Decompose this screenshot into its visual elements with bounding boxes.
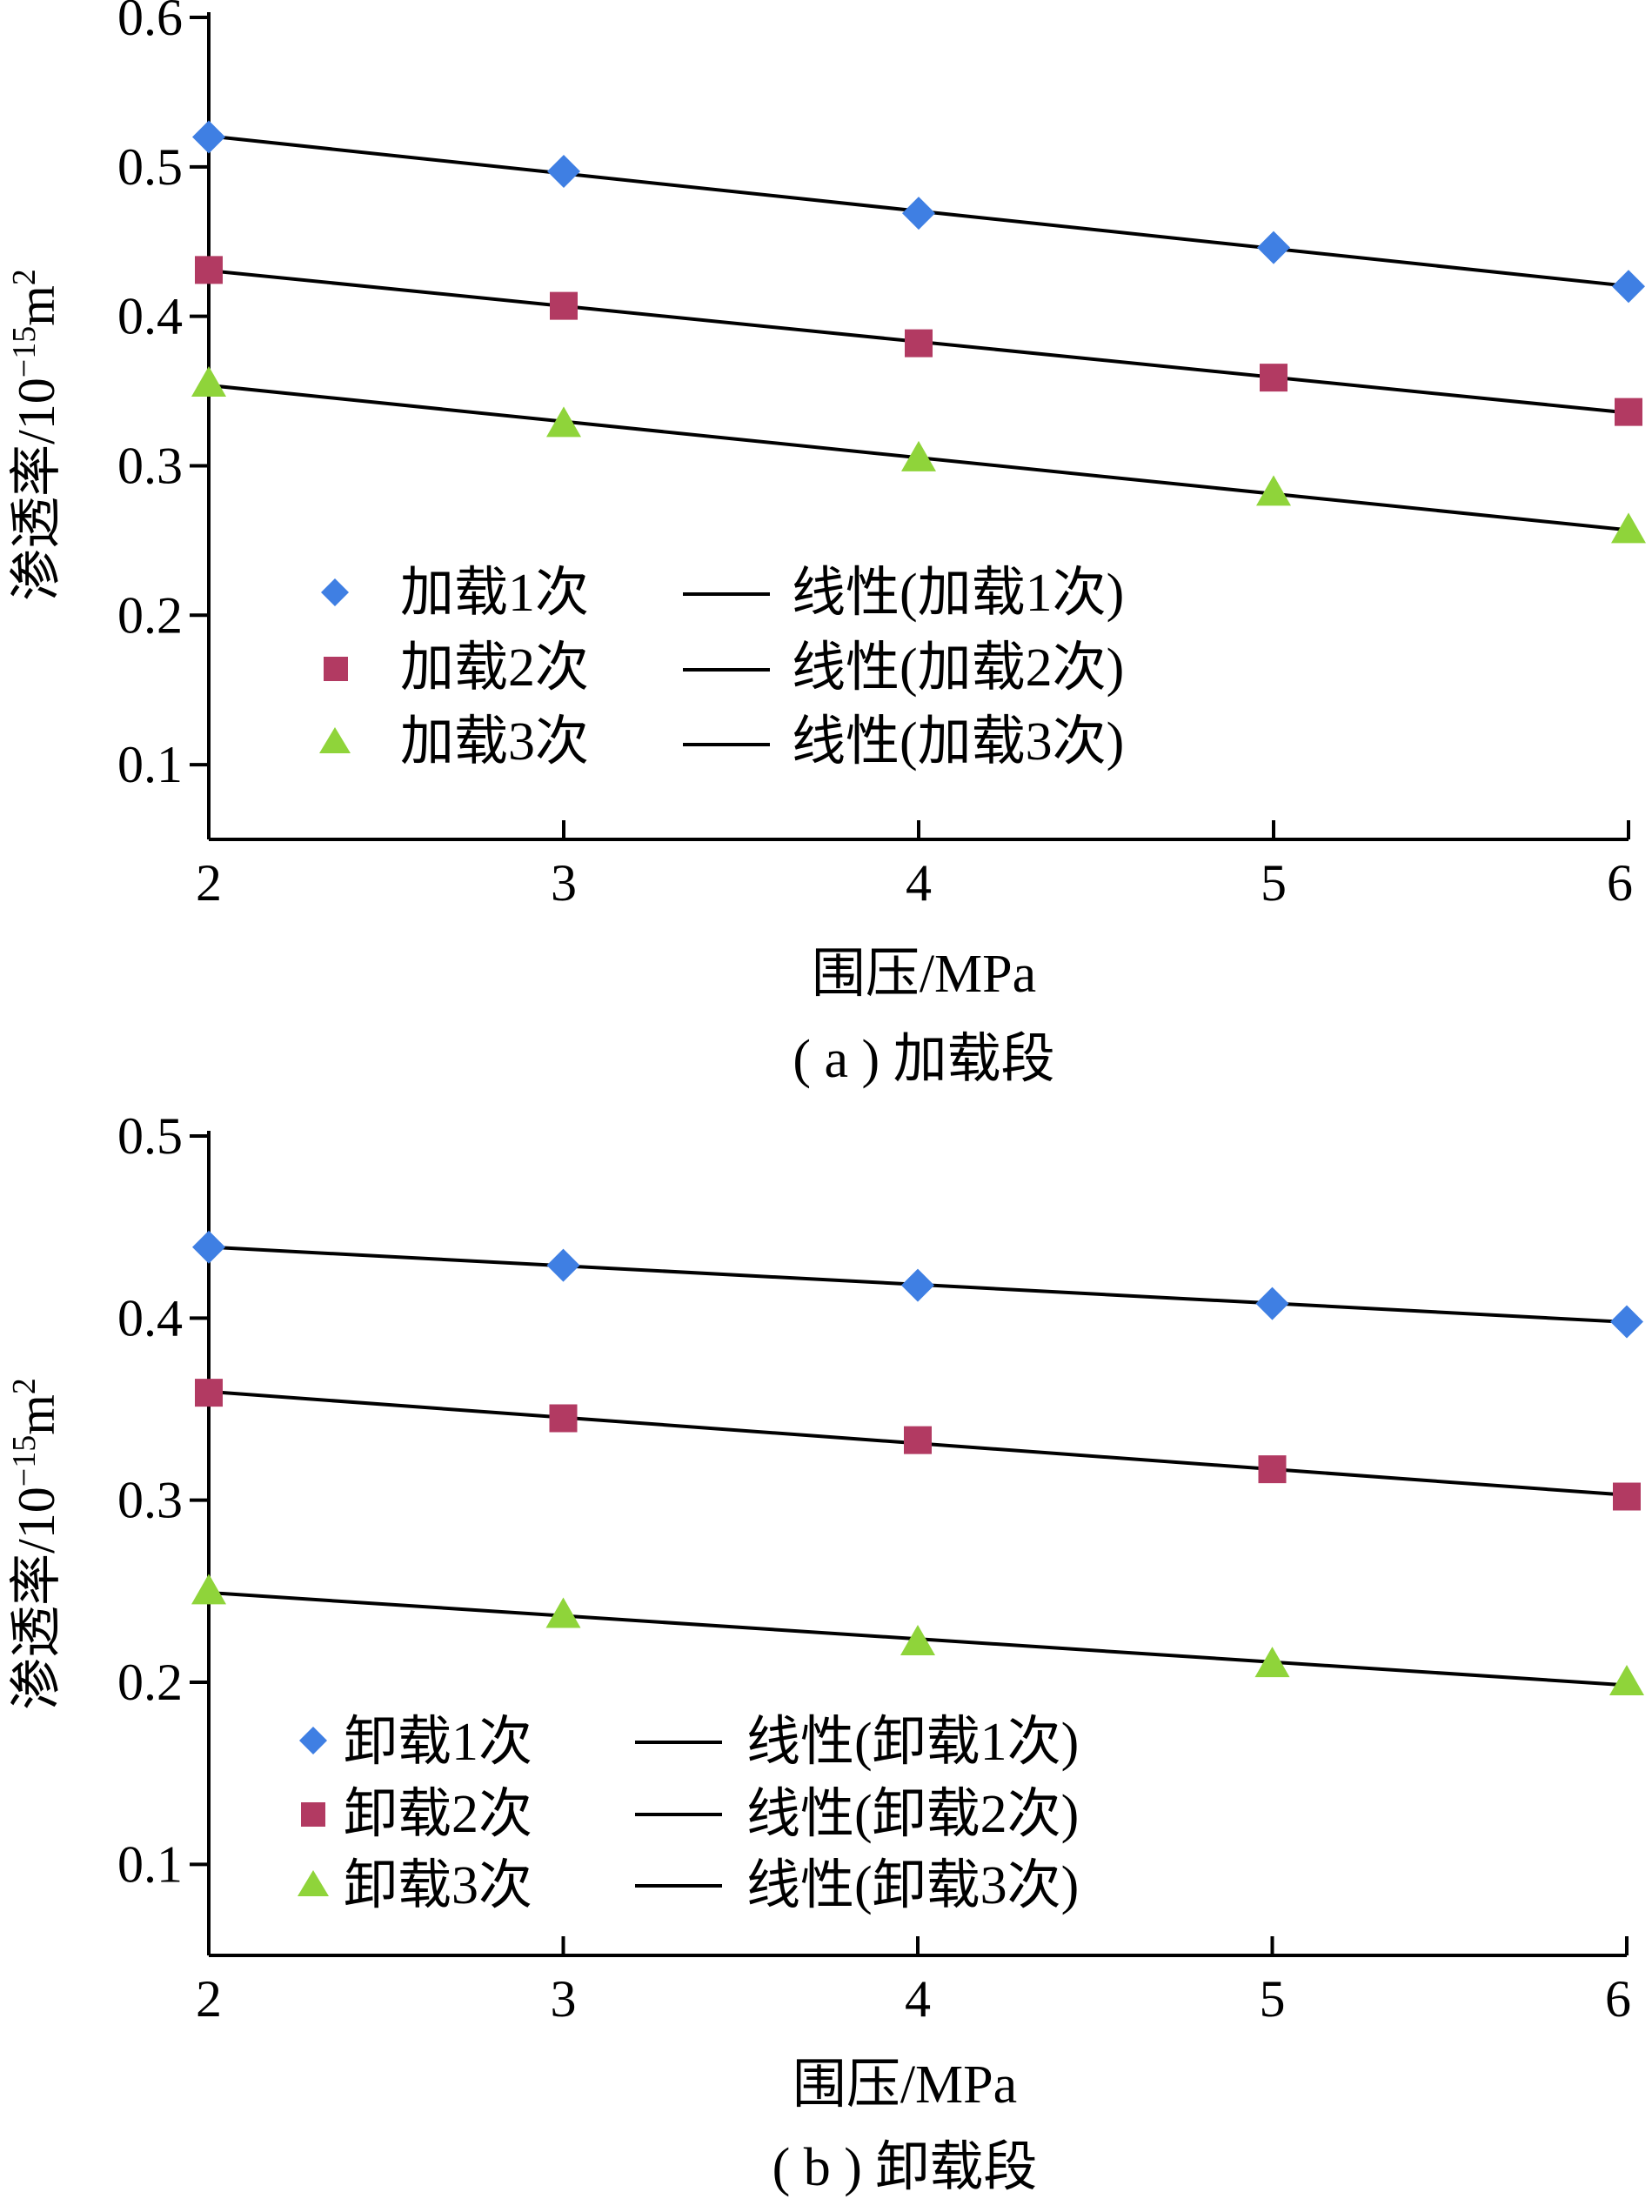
x-tick-label-a: 4: [906, 854, 932, 912]
y-tick-label-b: 0.3: [117, 1472, 183, 1529]
y-tick-label-b: 0.1: [117, 1835, 183, 1893]
data-point-series-2-a: [550, 291, 578, 320]
legend-label-series-3-b: 卸载3次: [344, 1856, 532, 1915]
x-tick-label-b: 3: [551, 1970, 577, 2028]
data-point-series-1-a: [1257, 231, 1290, 264]
legend-item-series-2-b: 卸载2次 线性(卸载2次): [301, 1785, 1079, 1844]
x-tick-label-a: 5: [1261, 854, 1287, 912]
legend-fit-label-2-b: 线性(卸载2次): [746, 1785, 1079, 1844]
legend-a: 加载1次 线性(加载1次) 加载2次 线性(加载2次) 加载3次 线性(加载3次…: [319, 564, 1124, 772]
y-tick-label-a: 0.2: [117, 586, 183, 644]
legend-fit-label-1-b: 线性(卸载1次): [746, 1713, 1079, 1772]
legend-item-series-1-a: 加载1次 线性(加载1次): [321, 564, 1124, 623]
y-tick-label-b: 0.5: [117, 1107, 183, 1165]
data-point-series-1-b: [546, 1248, 580, 1282]
y-axis-label-b: 渗透率/10−15m2: [6, 1378, 65, 1710]
legend-marker-diamond-a: [321, 578, 349, 606]
x-tick-label-a: 6: [1607, 854, 1633, 912]
data-point-series-1-a: [192, 120, 225, 154]
legend-item-series-1-b: 卸载1次 线性(卸载1次): [299, 1713, 1079, 1772]
data-point-series-3-b: [1609, 1665, 1644, 1695]
data-point-series-2-b: [1613, 1482, 1641, 1511]
x-tick-label-b: 6: [1605, 1970, 1631, 2028]
data-point-series-3-a: [546, 406, 581, 438]
legend-item-series-2-a: 加载2次 线性(加载2次): [324, 638, 1124, 698]
data-point-series-1-b: [192, 1230, 225, 1264]
legend-marker-diamond-b: [299, 1727, 327, 1754]
legend-marker-triangle-b: [298, 1870, 329, 1896]
data-point-series-3-a: [191, 365, 226, 397]
plot-area-b: 0.1 0.2 0.3 0.4 0.5 2 3 4 5 6: [117, 1107, 1644, 2028]
y-tick-label-a: 0.3: [117, 437, 183, 494]
y-tick-label-a: 0.1: [117, 736, 183, 793]
legend-label-series-1-a: 加载1次: [400, 564, 589, 623]
x-tick-label-b: 5: [1260, 1970, 1286, 2028]
data-point-series-3-a: [1611, 512, 1646, 544]
y-tick-label-a: 0.4: [117, 288, 183, 345]
x-axis-label-a: 围压/MPa: [812, 945, 1036, 1004]
x-tick-label-b: 2: [196, 1970, 222, 2028]
data-point-series-1-b: [1610, 1305, 1643, 1339]
x-tick-label-a: 2: [196, 854, 222, 912]
caption-b: ( b ) 卸载段: [772, 2138, 1038, 2197]
plot-area-a: 0.1 0.2 0.3 0.4 0.5 0.6 2 3 4 5 6: [117, 0, 1646, 912]
legend-marker-square-a: [324, 657, 348, 681]
data-point-series-1-a: [902, 197, 935, 231]
data-point-series-3-b: [900, 1624, 935, 1655]
legend-label-series-1-b: 卸载1次: [344, 1713, 532, 1772]
data-point-series-2-a: [195, 256, 223, 284]
data-point-series-2-b: [904, 1426, 932, 1454]
data-point-series-1-a: [547, 154, 580, 188]
data-point-series-3-a: [1256, 475, 1291, 506]
legend-b: 卸载1次 线性(卸载1次) 卸载2次 线性(卸载2次) 卸载3次 线性(卸载3次…: [298, 1713, 1079, 1915]
legend-fit-label-3-a: 线性(加载3次): [792, 712, 1124, 772]
legend-item-series-3-b: 卸载3次 线性(卸载3次): [298, 1856, 1079, 1915]
data-point-series-2-a: [1615, 398, 1642, 426]
legend-marker-square-b: [301, 1802, 325, 1827]
data-point-series-2-a: [905, 329, 933, 358]
y-tick-label-a: 0.5: [117, 138, 183, 196]
chart-panel-b: 0.10.20.30.40.52 3 4 5 6 渗透率/10−15m2 围压/MPa …: [6, 1107, 1644, 2197]
x-axis-label-b: 围压/MPa: [793, 2055, 1017, 2115]
data-point-series-3-a: [901, 440, 936, 471]
legend-item-series-3-a: 加载3次 线性(加载3次): [319, 712, 1124, 772]
legend-label-series-3-a: 加载3次: [400, 712, 589, 772]
data-point-series-2-b: [195, 1379, 223, 1407]
x-tick-label-a: 3: [551, 854, 577, 912]
legend-fit-label-1-a: 线性(加载1次): [792, 564, 1124, 623]
data-point-series-3-b: [545, 1597, 581, 1628]
data-point-series-2-b: [1258, 1455, 1287, 1484]
chart-panel-a: 0.1 0.2 0.3 0.4 0.5 0.6 2 3 4 5 6 渗透率/10−15m2 围压/M…: [6, 0, 1646, 1089]
data-point-series-3-b: [1254, 1647, 1290, 1678]
y-tick-label-a: 0.6: [117, 0, 183, 46]
legend-label-series-2-a: 加载2次: [400, 638, 589, 698]
data-point-series-1-b: [901, 1268, 934, 1302]
x-tick-label-b: 4: [905, 1970, 931, 2028]
data-point-series-1-b: [1255, 1286, 1289, 1320]
y-axis-label-a: 渗透率/10−15m2: [6, 269, 65, 601]
data-point-series-3-b: [191, 1574, 226, 1605]
legend-fit-label-3-b: 线性(卸载3次): [746, 1856, 1079, 1915]
data-point-series-2-b: [549, 1404, 578, 1433]
y-tick-label-b: 0.4: [117, 1289, 183, 1347]
data-point-series-2-a: [1260, 364, 1287, 392]
caption-a: ( a ) 加载段: [793, 1030, 1054, 1089]
legend-label-series-2-b: 卸载2次: [344, 1785, 532, 1844]
legend-marker-triangle-a: [319, 727, 351, 753]
data-point-series-1-a: [1612, 270, 1645, 304]
legend-fit-label-2-a: 线性(加载2次): [792, 638, 1124, 698]
y-tick-label-b: 0.2: [117, 1654, 183, 1711]
